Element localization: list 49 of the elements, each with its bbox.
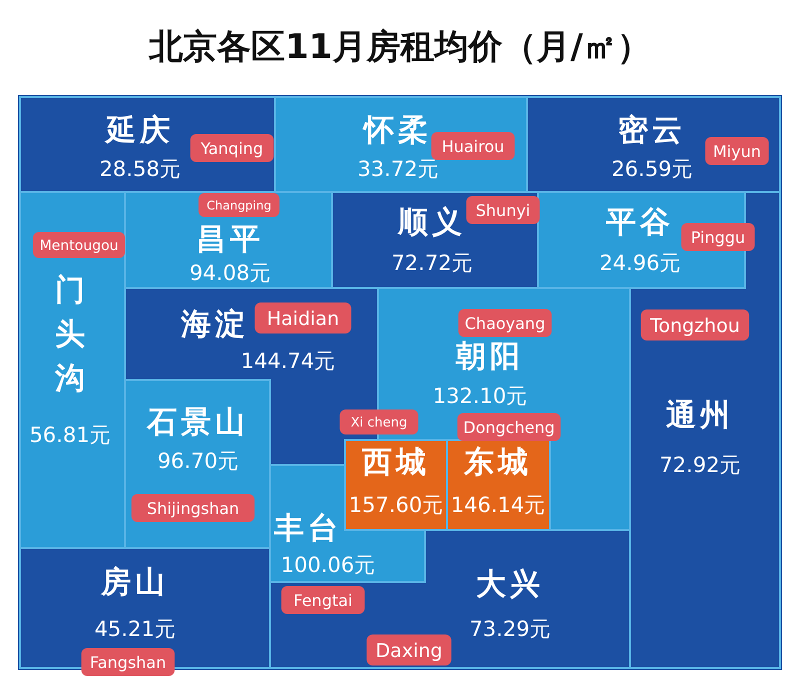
data-label: 94.08元 <box>189 261 271 285</box>
category-label: 密云 <box>618 113 686 148</box>
category-label: 西城 <box>361 445 430 480</box>
text: Miyun <box>713 142 761 161</box>
text: 北京各区11月房租均价（月/㎡） <box>148 27 651 67</box>
category-label: 石景山 <box>146 405 249 440</box>
data-label: 146.14元 <box>450 493 546 517</box>
category-label: 怀柔 <box>362 113 432 148</box>
category-label: 朝阳 <box>455 339 524 374</box>
data-label: 33.72元 <box>357 157 439 181</box>
category-label: 平谷 <box>605 205 674 240</box>
text: Fengtai <box>294 590 352 610</box>
data-label: 144.74元 <box>240 349 336 373</box>
data-label: 157.60元 <box>348 493 444 517</box>
text: Shunyi <box>476 200 530 220</box>
text: Shijingshan <box>146 498 240 518</box>
text: Dongcheng <box>463 418 555 437</box>
category-label: 房山 <box>100 565 169 600</box>
text: Yanqing <box>200 138 264 158</box>
category-label: 丰台 <box>273 511 342 546</box>
category-label: 大兴 <box>476 567 544 602</box>
text: Haidian <box>266 308 340 330</box>
category-label: 东城 <box>463 445 532 480</box>
data-label: 26.59元 <box>611 157 693 181</box>
data-label: 73.29元 <box>469 617 551 641</box>
data-label: 100.06元 <box>280 553 376 577</box>
text: Chaoyang <box>464 314 546 333</box>
text: Changping <box>206 198 272 212</box>
category-label: 顺义 <box>397 205 466 240</box>
category-label: 昌平 <box>196 222 264 257</box>
text: Mentougou <box>40 238 118 254</box>
text: Daxing <box>376 640 442 662</box>
category-label: 海淀 <box>180 307 249 342</box>
category-label: 门头沟 <box>54 273 85 396</box>
data-label: 56.81元 <box>29 423 111 447</box>
text: Xi cheng <box>350 416 408 431</box>
data-label: 72.92元 <box>659 453 741 477</box>
data-label: 96.70元 <box>157 449 239 473</box>
data-label: 24.96元 <box>599 251 681 275</box>
text: Huairou <box>442 136 504 156</box>
text: Pinggu <box>690 228 746 247</box>
data-label: 132.10元 <box>432 384 528 408</box>
data-label: 72.72元 <box>391 251 473 275</box>
text: Fangshan <box>90 652 166 672</box>
text: Tongzhou <box>649 314 740 337</box>
category-label: 通州 <box>666 398 734 433</box>
data-label: 45.21元 <box>94 617 176 641</box>
category-label: 延庆 <box>104 113 174 148</box>
data-label: 28.58元 <box>99 157 181 181</box>
